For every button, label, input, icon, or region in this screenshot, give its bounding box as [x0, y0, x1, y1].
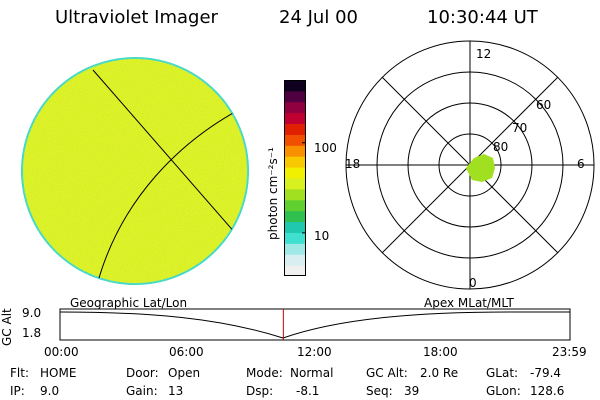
mlt-label-6: 6	[577, 157, 585, 171]
colorbar-swatch	[284, 178, 306, 190]
colorbar-swatch	[284, 123, 306, 135]
colorbar-tick-100: 100	[314, 141, 337, 155]
colorbar-swatch	[284, 145, 306, 157]
door-label: Door:	[126, 366, 159, 380]
color-scale-bar	[284, 80, 306, 276]
colorbar-swatch	[284, 232, 306, 244]
colorbar-swatch	[284, 265, 306, 276]
colorbar-swatch	[284, 101, 306, 114]
ip-label: IP:	[10, 384, 25, 398]
lat-label-80: 80	[493, 140, 509, 154]
gain-label: Gain:	[126, 384, 158, 398]
image-date: 24 Jul 00	[279, 7, 358, 28]
flt-label: Flt:	[10, 366, 29, 380]
seq-value: 39	[404, 384, 420, 398]
image-time: 10:30:44 UT	[427, 7, 538, 28]
colorbar-swatch	[284, 243, 306, 255]
colorbar-swatch	[284, 156, 306, 168]
time-tick-2359: 23:59	[552, 345, 587, 359]
glon-value: 128.6	[530, 384, 565, 398]
mode-label: Mode:	[246, 366, 283, 380]
gcalt-label: GC Alt:	[366, 366, 408, 380]
colorbar-swatch	[284, 112, 306, 125]
lat-label-70: 70	[512, 121, 528, 135]
gcalt-value: 2.0 Re	[420, 366, 459, 380]
timeline-y-tick-high: 9.0	[22, 306, 42, 320]
mlt-label-12: 12	[476, 47, 492, 61]
colorbar-swatch	[284, 90, 306, 103]
colorbar-swatch	[284, 254, 306, 266]
colorbar-swatch	[284, 80, 306, 92]
colorbar-swatch	[284, 188, 306, 201]
timeline-right-title: Apex MLat/MLT	[424, 296, 514, 310]
colorbar-swatch	[284, 134, 306, 146]
geographic-grid	[92, 69, 248, 284]
colorbar-border	[284, 80, 306, 276]
colorbar-swatch	[284, 199, 306, 212]
colorbar-tick-10: 10	[314, 229, 330, 243]
colorbar-swatch	[284, 221, 306, 233]
dsp-value: -8.1	[296, 384, 320, 398]
time-tick-0000: 00:00	[44, 345, 79, 359]
time-tick-1800: 18:00	[423, 345, 458, 359]
colorbar-swatch	[284, 210, 306, 223]
flt-value: HOME	[40, 366, 77, 380]
dsp-label: Dsp:	[246, 384, 274, 398]
timeline-left-title: Geographic Lat/Lon	[70, 296, 188, 310]
glat-label: GLat:	[486, 366, 519, 380]
latitude-arc	[96, 105, 247, 284]
altitude-curve	[59, 311, 570, 339]
timeline-frame	[59, 308, 571, 341]
glat-value: -79.4	[530, 366, 562, 380]
glon-label: GLon:	[486, 384, 521, 398]
colorbar-swatch	[284, 167, 306, 179]
timeline-y-tick-low: 1.8	[22, 326, 42, 340]
time-tick-0600: 06:00	[169, 345, 204, 359]
mlt-label-18: 18	[345, 157, 361, 171]
app-title: Ultraviolet Imager	[55, 7, 218, 28]
door-value: Open	[168, 366, 201, 380]
mode-value: Normal	[290, 366, 334, 380]
ip-value: 9.0	[40, 384, 60, 398]
time-tick-1200: 12:00	[297, 345, 332, 359]
mlt-label-0: 0	[469, 276, 477, 290]
lat-label-60: 60	[536, 98, 552, 112]
gain-value: 13	[168, 384, 184, 398]
seq-label: Seq:	[366, 384, 393, 398]
